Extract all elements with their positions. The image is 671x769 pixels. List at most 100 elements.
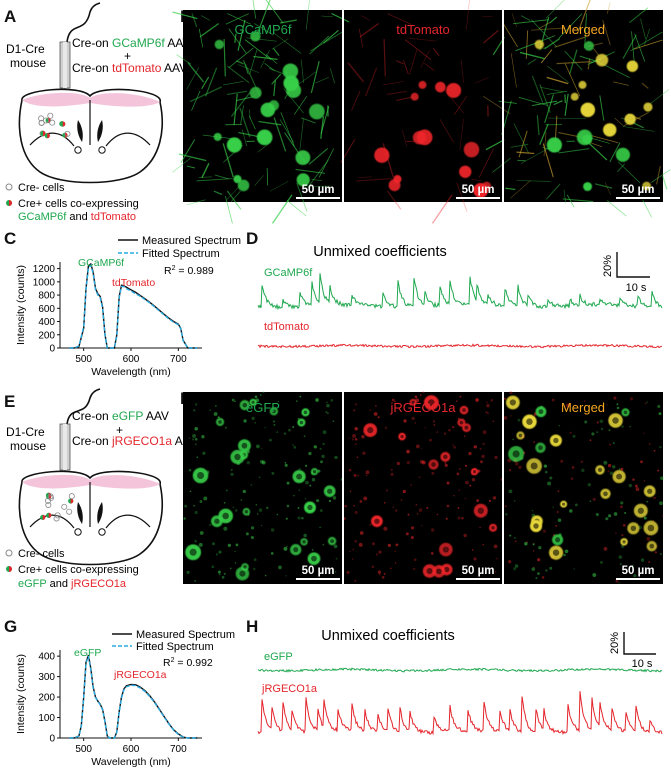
background-speckle xyxy=(283,432,287,435)
trace-tdtomato xyxy=(257,343,663,349)
cell-soma xyxy=(546,137,562,153)
background-speckle xyxy=(603,460,608,465)
neurite xyxy=(271,73,282,85)
neurite xyxy=(646,89,670,107)
background-speckle xyxy=(452,425,455,429)
background-speckle xyxy=(647,560,651,564)
background-speckle xyxy=(609,471,614,476)
background-speckle xyxy=(322,442,325,446)
neurite xyxy=(587,141,608,161)
micrograph-merged-b xyxy=(482,0,671,218)
background-speckle xyxy=(223,572,226,575)
background-speckle xyxy=(463,533,467,538)
neurite xyxy=(502,23,518,48)
background-speckle xyxy=(448,428,451,432)
background-speckle xyxy=(603,546,608,551)
background-speckle xyxy=(495,571,497,573)
scalebar-f2-label: 50 µm xyxy=(462,565,495,577)
background-speckle xyxy=(646,536,651,541)
background-speckle xyxy=(202,451,206,455)
background-speckle xyxy=(475,398,479,402)
neurite xyxy=(314,77,329,84)
cre-pos-cell-half xyxy=(48,512,52,518)
cell-soma xyxy=(214,39,225,50)
neurite xyxy=(594,183,613,189)
neurite xyxy=(614,117,624,126)
background-speckle xyxy=(517,418,521,422)
neurite xyxy=(518,96,548,106)
neurite xyxy=(236,96,254,102)
cell-nucleus xyxy=(526,418,533,425)
cre-pos-cell-half xyxy=(47,133,50,139)
trace-label-tdtomato: tdTomato xyxy=(264,321,309,333)
background-speckle xyxy=(424,426,426,429)
cre-pos-cell-half xyxy=(70,498,74,504)
background-speckle xyxy=(494,455,498,460)
y-tick-label: 100 xyxy=(38,713,55,724)
neurite xyxy=(234,33,237,43)
cre-neg-cell xyxy=(38,115,45,122)
background-speckle xyxy=(322,430,327,435)
background-speckle xyxy=(461,517,464,520)
background-speckle xyxy=(509,390,513,395)
neurite xyxy=(542,143,554,178)
background-speckle xyxy=(375,405,377,407)
neurite xyxy=(240,105,244,125)
background-speckle xyxy=(215,405,217,407)
background-speckle xyxy=(354,510,358,515)
neurite xyxy=(558,148,590,154)
neurite xyxy=(513,123,530,154)
background-speckle xyxy=(545,569,548,572)
background-speckle xyxy=(563,553,566,557)
background-speckle xyxy=(457,417,460,420)
title-h: Unmixed coefficients xyxy=(321,628,455,644)
cell-nucleus xyxy=(616,473,623,480)
background-speckle xyxy=(455,400,458,402)
background-speckle xyxy=(414,422,417,424)
background-speckle xyxy=(482,442,485,446)
background-speckle xyxy=(225,489,228,492)
neurite xyxy=(223,39,226,77)
background-speckle xyxy=(217,416,220,419)
background-speckle xyxy=(384,426,388,430)
background-speckle xyxy=(564,549,569,554)
background-speckle xyxy=(250,526,255,530)
background-speckle xyxy=(429,438,432,442)
background-speckle xyxy=(643,480,646,482)
neurite xyxy=(579,55,598,63)
cell-nucleus xyxy=(400,434,404,439)
background-speckle xyxy=(643,516,647,520)
cell-nucleus xyxy=(367,427,374,434)
background-speckle xyxy=(618,582,620,584)
neurite xyxy=(244,39,272,61)
background-speckle xyxy=(556,510,559,514)
panel-a: A D1-Cre mouse Cre-on GCaMP6f AAV + Cre-… xyxy=(4,2,191,223)
title-gcamp6f: GCaMP6f xyxy=(234,22,291,37)
background-speckle xyxy=(385,489,388,492)
neurite xyxy=(269,180,289,192)
background-speckle xyxy=(243,419,247,423)
background-speckle xyxy=(555,524,558,528)
background-speckle xyxy=(608,429,611,432)
neurite xyxy=(272,47,280,57)
background-speckle xyxy=(629,397,634,401)
background-speckle xyxy=(453,446,457,449)
background-speckle xyxy=(632,478,635,481)
background-speckle xyxy=(463,435,466,438)
background-speckle xyxy=(653,496,656,500)
cell-nucleus xyxy=(464,425,469,430)
background-speckle xyxy=(293,495,295,497)
cell-nucleus xyxy=(597,467,603,473)
background-speckle xyxy=(570,477,574,480)
neurite xyxy=(606,2,611,14)
cell-soma xyxy=(642,181,651,191)
background-speckle xyxy=(518,465,522,469)
trace-label-jrgeco1a: jRGECO1a xyxy=(261,683,318,695)
background-speckle xyxy=(218,573,221,576)
neurite xyxy=(511,13,518,28)
background-speckle xyxy=(420,524,423,527)
background-speckle xyxy=(194,443,197,446)
neurite xyxy=(566,194,575,208)
